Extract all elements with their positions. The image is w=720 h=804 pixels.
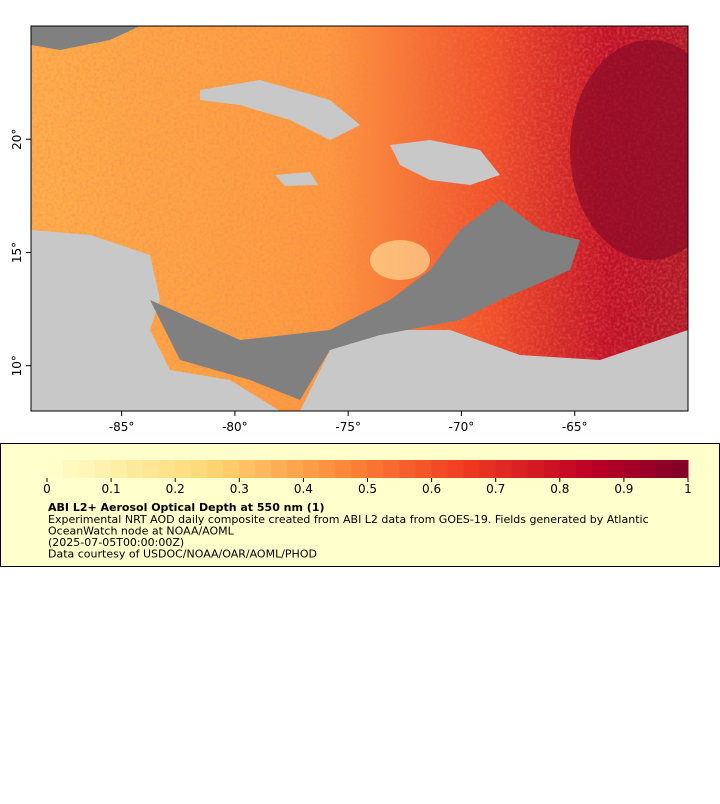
land-hispaniola — [390, 140, 500, 185]
colorbar-block — [383, 460, 401, 478]
colorbar-block — [207, 460, 224, 478]
colorbar-block — [399, 460, 417, 478]
x-tick-label: -85° — [109, 420, 135, 434]
colorbar-block — [223, 460, 240, 478]
colorbar-tick-label: 0.2 — [166, 482, 185, 496]
colorbar-block — [239, 460, 256, 478]
caption-title: ABI L2+ Aerosol Optical Depth at 550 nm … — [48, 501, 325, 514]
x-tick-label: -80° — [222, 420, 248, 434]
colorbar-block — [271, 460, 288, 478]
colorbar-block — [255, 460, 272, 478]
colorbar-block — [191, 460, 208, 478]
land-south-america — [300, 330, 688, 411]
colorbar-block — [319, 460, 336, 478]
colorbar-tick-label: 0.9 — [614, 482, 633, 496]
colorbar-block — [591, 460, 609, 478]
colorbar-tick-label: 0.8 — [550, 482, 569, 496]
colorbar-tick-label: 0.4 — [294, 482, 313, 496]
colorbar-block — [655, 460, 673, 478]
colorbar-tick-label: 0.6 — [422, 482, 441, 496]
y-tick-label: 15° — [10, 242, 24, 263]
land-central-america — [31, 230, 280, 411]
land-jamaica — [275, 172, 318, 186]
colorbar-tick-label: 0.1 — [102, 482, 121, 496]
caption-line: Experimental NRT AOD daily composite cre… — [48, 513, 649, 526]
colorbar-tick-label: 0.7 — [486, 482, 505, 496]
colorbar-block — [159, 460, 176, 478]
no-data-area — [150, 200, 580, 400]
colorbar-block — [351, 460, 368, 478]
colorbar-block — [575, 460, 593, 478]
colorbar-block — [671, 460, 689, 478]
colorbar-block — [111, 460, 128, 478]
colorbar-tick-label: 0 — [43, 482, 51, 496]
colorbar-block — [639, 460, 657, 478]
colorbar-block — [543, 460, 561, 478]
map-plot — [31, 26, 688, 411]
caption-line: OceanWatch node at NOAA/AOML — [48, 525, 235, 538]
map-frame — [30, 25, 689, 412]
aod-plume — [570, 40, 688, 260]
colorbar-tick-label: 0.5 — [358, 482, 377, 496]
land-cuba — [200, 80, 360, 140]
colorbar-block — [559, 460, 577, 478]
no-data-area — [31, 26, 140, 50]
colorbar-block — [415, 460, 433, 478]
colorbar-tick-label: 1 — [684, 482, 692, 496]
y-tick-label: 20° — [10, 129, 24, 150]
colorbar-block — [463, 460, 481, 478]
colorbar-block — [527, 460, 545, 478]
colorbar-tick-label: 0.3 — [230, 482, 249, 496]
colorbar-block — [47, 460, 64, 478]
colorbar-block — [127, 460, 144, 478]
colorbar-block — [431, 460, 449, 478]
colorbar-block — [303, 460, 320, 478]
caption-line: (2025-07-05T00:00:00Z) — [48, 536, 184, 549]
x-tick-label: -70° — [449, 420, 475, 434]
aod-low — [370, 240, 430, 280]
y-tick-label: 10° — [10, 355, 24, 376]
x-tick-label: -75° — [335, 420, 361, 434]
colorbar-block — [63, 460, 80, 478]
colorbar-block — [95, 460, 112, 478]
colorbar-block — [447, 460, 465, 478]
colorbar-block — [335, 460, 352, 478]
colorbar-block — [623, 460, 641, 478]
colorbar-block — [607, 460, 625, 478]
colorbar-block — [143, 460, 160, 478]
colorbar-block — [79, 460, 96, 478]
colorbar-block — [495, 460, 513, 478]
colorbar-block — [287, 460, 304, 478]
caption-line: Data courtesy of USDOC/NOAA/OAR/AOML/PHO… — [48, 548, 317, 561]
colorbar-block — [175, 460, 192, 478]
colorbar-block — [479, 460, 497, 478]
colorbar-block — [367, 460, 385, 478]
x-tick-label: -65° — [562, 420, 588, 434]
colorbar-block — [511, 460, 529, 478]
